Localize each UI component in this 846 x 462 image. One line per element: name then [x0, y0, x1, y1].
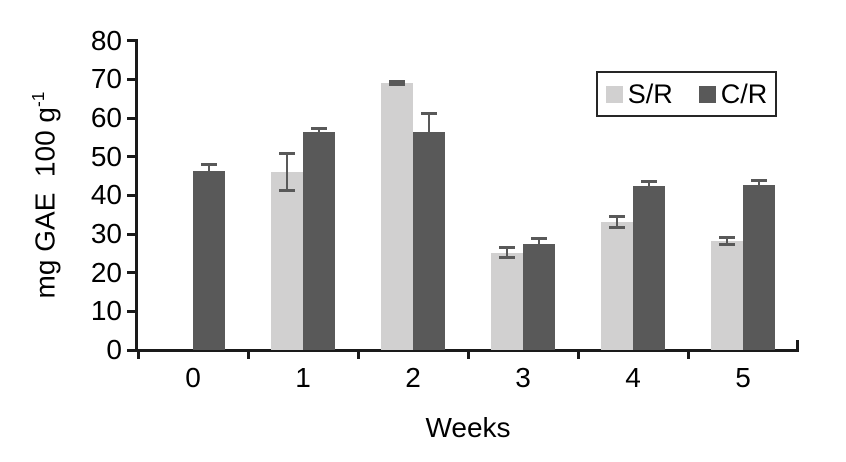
x-tick-mark	[466, 350, 470, 359]
y-tick-label: 0	[106, 334, 122, 365]
error-bar-line	[506, 247, 508, 258]
x-tick-mark	[576, 350, 580, 359]
error-bar-cap-top	[201, 163, 217, 167]
y-tick-label: 80	[90, 24, 122, 56]
error-bar-line	[648, 181, 650, 186]
y-tick-mark	[127, 193, 137, 197]
bar-cr-week-4	[633, 185, 665, 350]
bar-cr-week-2	[413, 131, 445, 350]
error-bar-cap-bottom	[389, 83, 405, 87]
x-axis-end-tick	[796, 340, 799, 349]
bar-sr-week-2	[381, 83, 413, 350]
error-bar-cap-bottom	[499, 255, 515, 259]
x-axis-title: Weeks	[425, 412, 511, 443]
y-axis-line	[135, 39, 138, 352]
bar-sr-week-4	[601, 221, 633, 350]
y-tick-mark	[127, 155, 137, 159]
error-bar-cap-top	[609, 214, 625, 218]
y-tick-mark	[127, 39, 137, 43]
error-bar-line	[428, 113, 430, 132]
x-tick-mark	[356, 350, 360, 359]
legend-entry-cr: C/R	[698, 78, 768, 109]
x-tick-mark	[246, 350, 250, 359]
error-bar-line	[616, 216, 618, 228]
legend-entry-sr: S/R	[605, 78, 673, 109]
bar-sr-week-5	[711, 240, 743, 350]
x-category-label: 3	[515, 362, 531, 393]
error-bar-cap-bottom	[719, 242, 735, 246]
error-bar-cap-bottom	[609, 225, 625, 229]
error-bar-line	[726, 237, 728, 245]
bar-sr-week-3	[491, 252, 523, 350]
y-tick-label: 70	[90, 63, 122, 95]
bar-cr-week-0	[193, 170, 225, 350]
y-tick-label: 20	[90, 256, 122, 288]
y-tick-label: 10	[90, 295, 122, 327]
error-bar-cap-top	[531, 236, 547, 240]
error-bar-cap-bottom	[279, 188, 295, 192]
x-category-label: 5	[735, 362, 751, 393]
y-tick-mark	[127, 271, 137, 275]
error-bar-line	[286, 153, 288, 191]
error-bar-cap-top	[279, 151, 295, 155]
y-tick-label: 50	[90, 140, 122, 172]
legend: S/R C/R	[596, 71, 777, 117]
legend-label-sr: S/R	[627, 78, 673, 109]
error-bar-cap-top	[719, 235, 735, 239]
error-bar-cap-top	[751, 179, 767, 183]
y-tick-mark	[127, 116, 137, 120]
error-bar-cap-top	[499, 246, 515, 250]
y-tick-label: 30	[90, 218, 122, 249]
y-tick-label: 40	[90, 179, 122, 211]
legend-label-cr: C/R	[720, 78, 768, 109]
y-tick-mark	[127, 232, 137, 236]
bar-sr-week-1	[271, 171, 303, 350]
error-bar-cap-top	[421, 111, 437, 115]
error-bar-line	[208, 164, 210, 171]
error-bar-cap-top	[389, 80, 405, 84]
x-category-label: 1	[295, 362, 311, 393]
x-axis-line	[127, 349, 799, 352]
error-bar-line	[318, 128, 320, 132]
error-bar-cap-top	[641, 180, 657, 184]
x-tick-mark	[136, 350, 140, 359]
error-bar-cap-top	[311, 126, 327, 130]
y-tick-label: 60	[90, 102, 122, 134]
bar-cr-week-5	[743, 184, 775, 350]
x-category-label: 0	[185, 362, 201, 393]
y-tick-mark	[127, 77, 137, 81]
bar-cr-week-3	[523, 244, 555, 350]
error-bar-line	[758, 180, 760, 185]
x-category-label: 4	[625, 362, 641, 393]
legend-marker-sr-swatch	[605, 85, 623, 103]
y-tick-mark	[127, 309, 137, 313]
error-bar-line	[538, 238, 540, 245]
legend-marker-cr-swatch	[698, 85, 716, 103]
x-category-label: 2	[405, 362, 421, 393]
error-bar-line	[396, 81, 398, 85]
x-tick-mark	[686, 350, 690, 359]
bar-cr-week-1	[303, 131, 335, 350]
